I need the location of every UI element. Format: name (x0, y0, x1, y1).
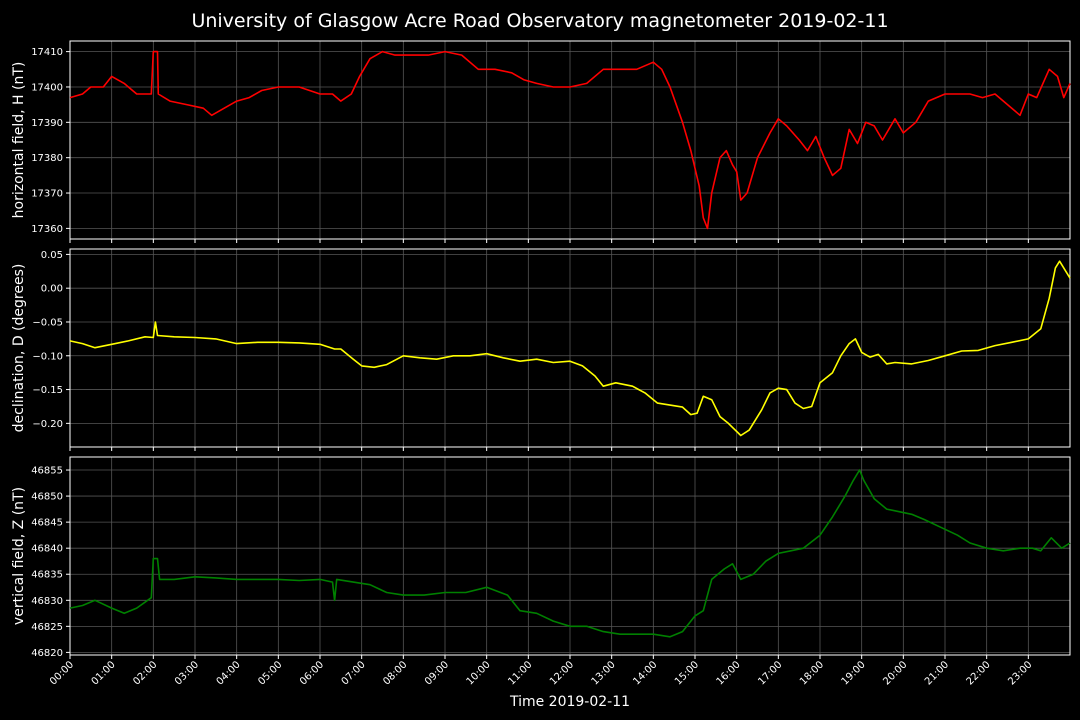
vertical-field-ytick-label: 46820 (31, 648, 63, 659)
xtick-label: 20:00 (881, 659, 909, 687)
vertical-field-series-line (69, 469, 1071, 638)
vertical-field-frame (69, 456, 1071, 656)
xtick-label: 01:00 (90, 659, 118, 687)
xtick-label: 10:00 (465, 659, 493, 687)
x-axis-label: Time 2019-02-11 (509, 694, 630, 710)
xtick-label: 21:00 (923, 659, 951, 687)
xtick-label: 16:00 (715, 659, 743, 687)
vertical-field-ytick-label: 46845 (31, 518, 63, 529)
xtick-label: 07:00 (340, 659, 368, 687)
horizontal-field-ytick-label: 17400 (31, 82, 63, 93)
declination-ytick-label: 0.05 (41, 250, 63, 261)
vertical-field-ytick-label: 46840 (31, 544, 63, 555)
declination-ytick-label: 0.00 (41, 284, 63, 295)
xtick-label: 23:00 (1006, 659, 1034, 687)
xtick-label: 13:00 (590, 659, 618, 687)
xtick-label: 18:00 (798, 659, 826, 687)
declination-ytick-label: −0.20 (32, 419, 63, 430)
xtick-label: 02:00 (131, 659, 159, 687)
declination-ytick-label: −0.15 (32, 385, 63, 396)
horizontal-field-ytick-label: 17380 (31, 153, 63, 164)
xtick-label: 09:00 (423, 659, 451, 687)
horizontal-field-ytick-label: 17370 (31, 189, 63, 200)
xtick-label: 05:00 (256, 659, 284, 687)
xtick-label: 22:00 (965, 659, 993, 687)
declination-ylabel: declination, D (degrees) (11, 264, 27, 433)
xtick-label: 03:00 (173, 659, 201, 687)
vertical-field-ytick-label: 46855 (31, 466, 63, 477)
horizontal-field-ytick-label: 17360 (31, 224, 63, 235)
vertical-field-ytick-label: 46835 (31, 570, 63, 581)
horizontal-field-ytick-label: 17410 (31, 47, 63, 58)
declination-frame (69, 248, 1071, 448)
xtick-label: 00:00 (48, 659, 76, 687)
horizontal-field-frame (69, 40, 1071, 240)
xtick-label: 14:00 (631, 659, 659, 687)
xtick-label: 15:00 (673, 659, 701, 687)
horizontal-field-ytick-label: 17390 (31, 118, 63, 129)
vertical-field-ytick-label: 46850 (31, 492, 63, 503)
xtick-label: 12:00 (548, 659, 576, 687)
vertical-field-ytick-label: 46825 (31, 622, 63, 633)
vertical-field-ylabel: vertical field, Z (nT) (11, 487, 27, 625)
vertical-field-ytick-label: 46830 (31, 596, 63, 607)
xtick-label: 04:00 (215, 659, 243, 687)
xtick-label: 11:00 (506, 659, 534, 687)
declination-series-line (69, 260, 1071, 437)
horizontal-field-series-line (69, 50, 1071, 230)
horizontal-field-ylabel: horizontal field, H (nT) (11, 62, 27, 219)
declination-ytick-label: −0.10 (32, 351, 63, 362)
xtick-label: 06:00 (298, 659, 326, 687)
xtick-label: 08:00 (381, 659, 409, 687)
chart-title: University of Glasgow Acre Road Observat… (191, 10, 889, 32)
xtick-label: 19:00 (840, 659, 868, 687)
xtick-label: 17:00 (756, 659, 784, 687)
declination-ytick-label: −0.05 (32, 317, 63, 328)
